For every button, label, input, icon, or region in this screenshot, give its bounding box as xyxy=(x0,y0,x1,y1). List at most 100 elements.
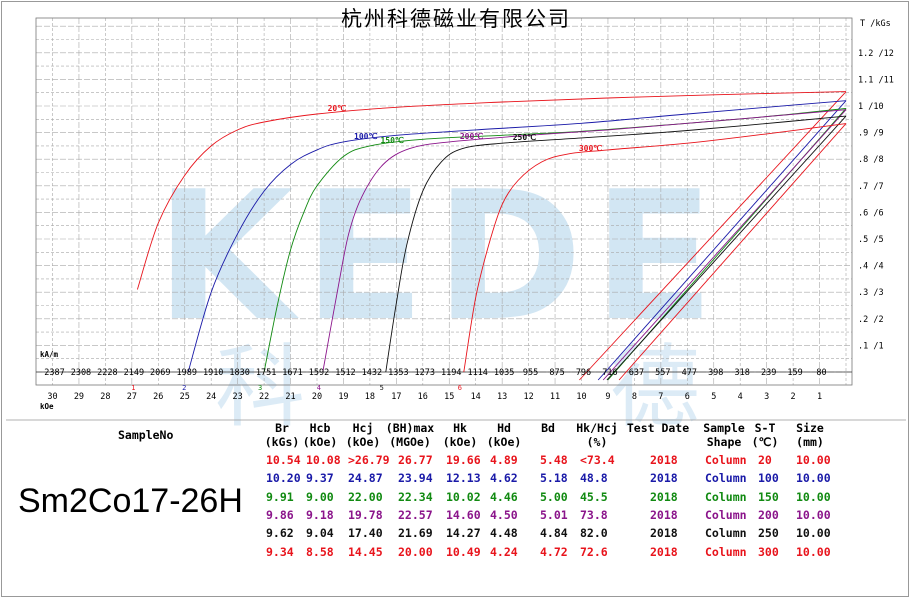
table-cell: 9.00 xyxy=(306,489,334,504)
curve-temp-label: 200℃ xyxy=(460,132,483,141)
table-cell: 9.86 xyxy=(266,507,294,522)
koe-tick-label: 9 xyxy=(605,392,610,402)
column-header: Hd (kOe) xyxy=(486,421,522,449)
curve-temp-label: 100℃ xyxy=(354,132,377,141)
table-cell: 9.34 xyxy=(266,544,294,559)
table-cell: 14.45 xyxy=(348,544,383,559)
table-cell: 10.54 xyxy=(266,453,301,467)
table-cell: 17.40 xyxy=(348,526,383,541)
table-cell: 5.48 xyxy=(540,453,568,467)
table-cell: 21.69 xyxy=(398,526,433,541)
kam-tick-label: 1114 xyxy=(467,368,487,378)
kam-tick-label: 1432 xyxy=(362,368,382,378)
koe-tick-label: 13 xyxy=(497,392,507,402)
j-curve-20℃ xyxy=(136,91,847,290)
table-cell: 9.62 xyxy=(266,526,294,541)
table-cell: 14.27 xyxy=(446,526,481,541)
koe-tick-label: 30 xyxy=(47,392,57,402)
table-cell: 9.18 xyxy=(306,507,334,522)
table-cell: >26.79 xyxy=(348,453,390,467)
table-cell: 10.00 xyxy=(796,489,831,504)
koe-tick-label: 28 xyxy=(100,392,110,402)
kam-tick-label: 1592 xyxy=(309,368,329,378)
kam-tick-label: 2387 xyxy=(44,368,64,378)
table-cell: 24.87 xyxy=(348,471,383,486)
koe-tick-label: 23 xyxy=(233,392,243,402)
table-cell: 100 xyxy=(758,471,779,486)
kam-tick-label: 80 xyxy=(816,368,826,378)
kam-tick-label: 1910 xyxy=(203,368,223,378)
sample-no-header: SampleNo xyxy=(118,428,174,442)
koe-tick-label: 26 xyxy=(153,392,163,402)
table-cell: 82.0 xyxy=(580,526,608,541)
koe-tick-label: 4 xyxy=(738,392,743,402)
curve-temp-label: 20℃ xyxy=(328,104,347,113)
koe-tick-label: 15 xyxy=(444,392,454,402)
curve-marker-2: 2 xyxy=(182,384,186,392)
kam-tick-label: 796 xyxy=(576,368,591,378)
kam-tick-label: 318 xyxy=(735,368,750,378)
watermark-de: 德 xyxy=(610,335,700,440)
column-header: Sample Shape xyxy=(703,421,745,449)
koe-tick-label: 10 xyxy=(576,392,586,402)
table-cell: 10.00 xyxy=(796,544,831,559)
table-cell: 45.5 xyxy=(580,489,608,504)
kam-tick-label: 637 xyxy=(629,368,644,378)
table-cell: 23.94 xyxy=(398,471,433,486)
koe-tick-label: 6 xyxy=(685,392,690,402)
curve-marker-4: 4 xyxy=(317,384,321,392)
koe-tick-label: 22 xyxy=(259,392,269,402)
table-cell: 150 xyxy=(758,489,779,504)
table-cell: 22.00 xyxy=(348,489,383,504)
koe-tick-label: 27 xyxy=(127,392,137,402)
table-cell: Column xyxy=(705,471,747,486)
table-cell: Column xyxy=(705,507,747,522)
koe-tick-label: 1 xyxy=(817,392,822,402)
table-cell: 26.77 xyxy=(398,453,433,467)
table-cell: 4.50 xyxy=(490,507,518,522)
koe-tick-label: 16 xyxy=(418,392,428,402)
table-cell: 10.49 xyxy=(446,544,481,559)
koe-tick-label: 17 xyxy=(391,392,401,402)
kam-tick-label: 1671 xyxy=(282,368,302,378)
column-header: Hk (kOe) xyxy=(442,421,478,449)
table-cell: 72.6 xyxy=(580,544,608,559)
table-cell: 2018 xyxy=(650,544,678,559)
table-cell: 200 xyxy=(758,507,779,522)
table-cell: 12.13 xyxy=(446,471,481,486)
kam-tick-label: 955 xyxy=(523,368,538,378)
table-cell: 2018 xyxy=(650,507,678,522)
y-tick-label: .9 /9 xyxy=(858,129,884,139)
column-header: Br (kGs) xyxy=(264,421,300,449)
koe-tick-label: 8 xyxy=(632,392,637,402)
y-axis-label: T /kGs xyxy=(860,19,891,29)
kam-tick-label: 716 xyxy=(602,368,617,378)
curve-temp-label: 150℃ xyxy=(380,136,403,145)
table-cell: 5.00 xyxy=(540,489,568,504)
watermark-ke: 科 xyxy=(215,335,305,440)
b-line-300℃ xyxy=(618,123,847,381)
column-header: Test Date xyxy=(626,421,690,435)
kam-tick-label: 398 xyxy=(708,368,723,378)
kam-tick-label: 1751 xyxy=(256,368,276,378)
curve-marker-5: 5 xyxy=(380,384,384,392)
table-cell: 10.20 xyxy=(266,471,301,486)
grid-layer xyxy=(6,17,906,421)
b-line-200℃ xyxy=(602,109,847,381)
table-cell: 2018 xyxy=(650,453,678,467)
koe-tick-label: 12 xyxy=(523,392,533,402)
table-cell: 4.89 xyxy=(490,453,518,467)
j-curve-200℃ xyxy=(322,109,847,373)
table-cell: 10.00 xyxy=(796,471,831,486)
y-tick-label: .3 /3 xyxy=(858,288,884,298)
table-cell: 19.78 xyxy=(348,507,383,522)
y-tick-label: 1.2 /12 xyxy=(858,49,894,59)
table-cell: 8.58 xyxy=(306,544,334,559)
table-cell: 22.57 xyxy=(398,507,433,522)
j-curve-300℃ xyxy=(463,123,847,373)
column-header: Bd xyxy=(541,421,555,435)
column-header: Size (mm) xyxy=(796,421,824,449)
